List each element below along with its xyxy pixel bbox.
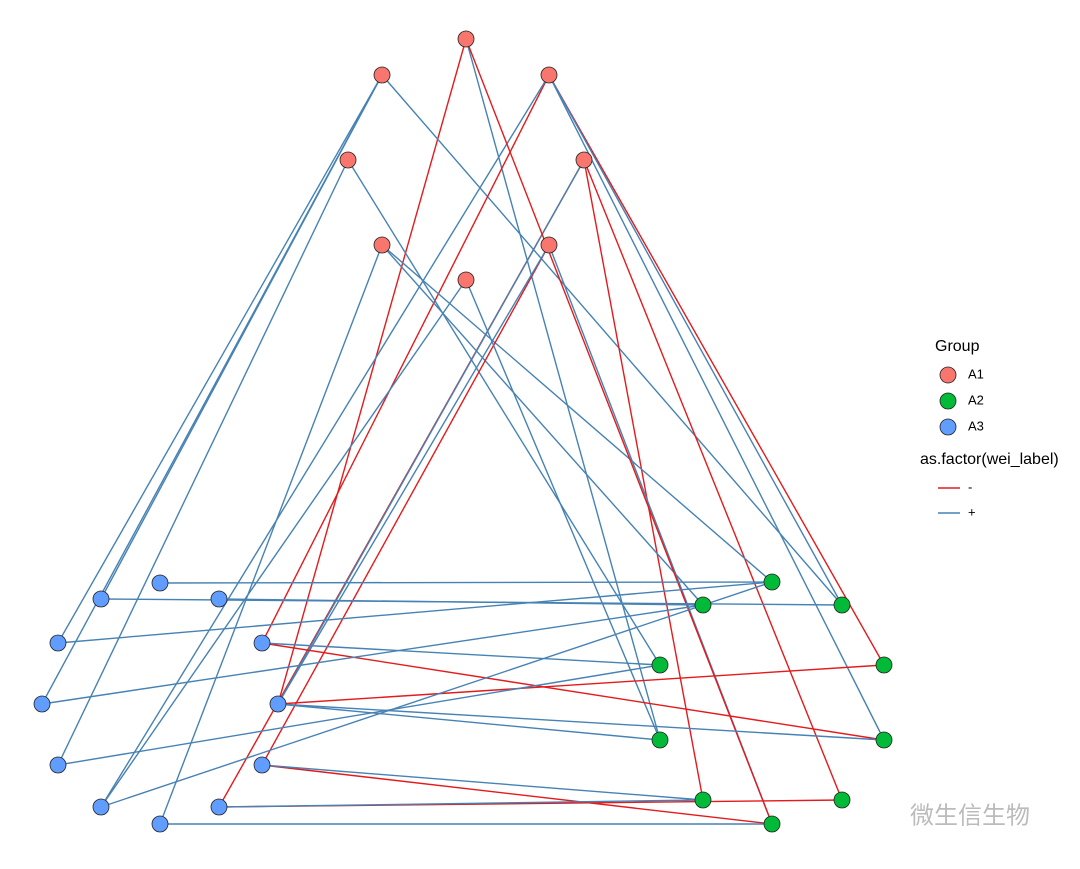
edge [277,38,467,705]
node [151,574,169,592]
edge [465,38,773,825]
edge [277,664,885,705]
edge [218,799,704,808]
node [49,634,67,652]
edge [100,279,467,808]
node [694,791,712,809]
edge [261,244,550,766]
edge [261,642,885,741]
edge [261,74,550,644]
node [651,656,669,674]
edge [381,244,773,583]
edge [100,74,550,808]
edges [41,38,885,825]
node [210,590,228,608]
edge [583,159,843,801]
node [373,66,391,84]
node [540,66,558,84]
node [457,30,475,48]
node [875,656,893,674]
node [33,695,51,713]
node [875,731,893,749]
node [694,596,712,614]
edge [261,642,661,666]
node [253,756,271,774]
edge [347,159,661,666]
edge [277,159,585,705]
edge [100,581,773,808]
legend-title: Group [935,338,980,355]
edge [57,581,773,644]
legend-label: A2 [968,392,984,407]
edge [277,703,661,741]
node [575,151,593,169]
node [651,731,669,749]
node [833,596,851,614]
node [210,798,228,816]
node [373,236,391,254]
edge [159,244,383,825]
node [833,791,851,809]
watermark: 微生信生物 [910,802,1030,829]
node [49,756,67,774]
node [339,151,357,169]
node [92,590,110,608]
legend-swatch [939,366,957,384]
edge [261,764,773,825]
nodes [33,30,893,833]
edge [261,764,704,801]
legend-swatch [939,392,957,410]
node [92,798,110,816]
edge [548,74,885,666]
legend-label: + [968,504,976,519]
edge [277,244,550,705]
edge [41,604,704,705]
edge [57,664,661,766]
edge [465,38,661,741]
node [763,815,781,833]
edge [548,74,843,606]
legend-label: A3 [968,418,984,433]
edge [548,74,885,741]
legend-title: as.factor(wei_label) [920,451,1059,468]
edge [277,703,885,741]
node [269,695,287,713]
legend-label: - [968,479,972,494]
edge [159,581,773,584]
edge [218,598,704,606]
edge [465,279,661,741]
legend-label: A1 [968,366,984,381]
node [151,815,169,833]
node [457,271,475,289]
edge [57,159,349,766]
node [763,573,781,591]
edge [57,74,383,644]
node [540,236,558,254]
node [253,634,271,652]
edge [381,244,704,606]
legend-swatch [939,418,957,436]
edge [583,159,704,801]
edge [381,74,843,606]
